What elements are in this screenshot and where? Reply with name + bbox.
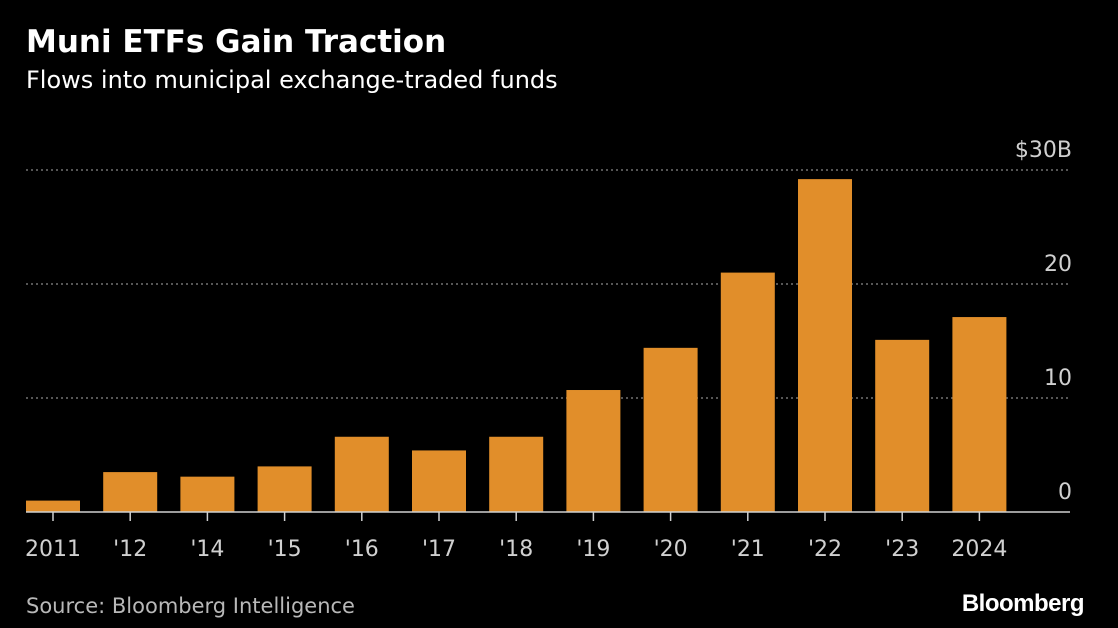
y-tick-label-20: 20 xyxy=(1044,252,1072,277)
bloomberg-logo: Bloomberg xyxy=(961,590,1085,617)
y-tick-label-30: $30B xyxy=(1015,138,1072,163)
bar-18 xyxy=(489,436,544,512)
x-tick-label-12: '12 xyxy=(113,537,147,562)
x-tick-label-20: '20 xyxy=(654,537,688,562)
bar-2024 xyxy=(952,317,1007,512)
bar-chart: 0 10 20 $30B 2011 '12 '14 '15 '16 '17 '18 '19 '20 '2… xyxy=(25,138,1072,562)
bar-17 xyxy=(412,450,466,512)
y-tick-label-10: 10 xyxy=(1044,366,1072,391)
x-tick-labels: 2011 '12 '14 '15 '16 '17 '18 '19 '20 '21 '22 '23 202… xyxy=(25,537,1007,562)
bar-15 xyxy=(257,466,312,512)
x-tick-label-19: '19 xyxy=(576,537,610,562)
x-tick-label-22: '22 xyxy=(808,537,842,562)
bar-21 xyxy=(720,272,775,512)
chart-subtitle: Flows into municipal exchange-traded fun… xyxy=(26,66,558,94)
x-tick-label-17: '17 xyxy=(422,537,456,562)
y-tick-labels: 0 10 20 $30B xyxy=(1015,138,1072,505)
x-tick-label-23: '23 xyxy=(885,537,919,562)
x-tick-label-14: '14 xyxy=(190,537,224,562)
chart-title: Muni ETFs Gain Traction xyxy=(26,24,447,60)
bar-20 xyxy=(643,347,698,512)
x-tick-label-21: '21 xyxy=(731,537,765,562)
x-tick-label-2011: 2011 xyxy=(25,537,81,562)
x-tick-label-15: '15 xyxy=(268,537,302,562)
x-tick-label-18: '18 xyxy=(499,537,533,562)
bar-12 xyxy=(103,472,158,512)
bar-2011 xyxy=(26,500,80,512)
x-axis xyxy=(26,511,1070,521)
bars xyxy=(26,179,1007,512)
bar-16 xyxy=(334,436,389,512)
source-note: Source: Bloomberg Intelligence xyxy=(26,594,355,618)
y-tick-label-0: 0 xyxy=(1058,480,1072,505)
x-tick-label-16: '16 xyxy=(345,537,379,562)
bar-22 xyxy=(798,179,852,512)
x-tick-label-2024: 2024 xyxy=(951,537,1007,562)
bar-14 xyxy=(180,476,235,512)
bar-19 xyxy=(566,390,621,512)
bar-23 xyxy=(875,339,930,512)
